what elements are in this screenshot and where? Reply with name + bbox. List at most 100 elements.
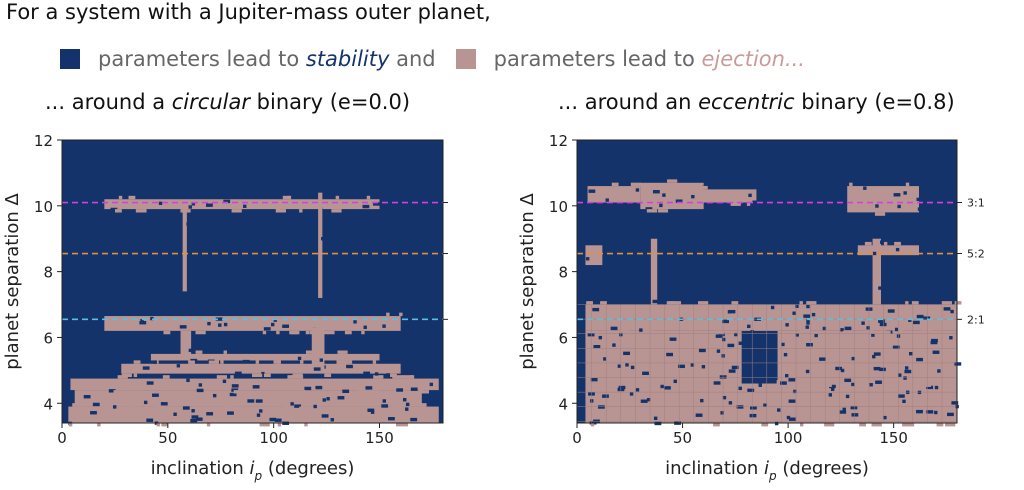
stable-cell [720, 411, 724, 415]
legend-stable-emph: stability [305, 47, 390, 71]
stable-cell [367, 408, 375, 412]
ejection-cell [849, 182, 853, 187]
stable-cell [835, 366, 843, 371]
stable-cell [916, 314, 924, 319]
stable-cell [321, 414, 329, 418]
stable-cell [642, 371, 649, 376]
ejection-cell [322, 330, 329, 335]
stable-cell [863, 186, 867, 190]
ejection-cell [282, 195, 290, 200]
stable-cell [727, 343, 735, 348]
stable-cell [912, 320, 920, 325]
ejection-cell [630, 182, 642, 187]
y-tick-label: 8 [43, 264, 53, 282]
stable-cell [222, 379, 227, 384]
stable-cell [243, 204, 247, 208]
stable-cell [261, 371, 265, 376]
ejection-cell [392, 406, 403, 410]
stable-cell [182, 406, 190, 410]
ejection-cell [936, 423, 944, 427]
stable-cell [139, 320, 147, 325]
stable-cell [429, 382, 433, 387]
ejection-cell [842, 330, 847, 335]
legend-eject-swatch [455, 49, 476, 69]
ejection-cell [114, 209, 122, 213]
ejection-cell [291, 330, 298, 335]
stable-cell [108, 389, 116, 393]
stable-cell [662, 193, 666, 197]
stable-cell [618, 385, 626, 390]
ejection-region [318, 192, 323, 298]
panel-title-pre: ... around an [558, 90, 699, 114]
panel-title-emph: eccentric [698, 90, 795, 114]
ejection-cell [162, 375, 170, 379]
stable-cell [223, 199, 231, 204]
stable-cell [669, 337, 677, 341]
ejection-region [121, 363, 401, 374]
stable-cell [218, 323, 222, 327]
stable-cell [878, 286, 882, 290]
stable-cell [851, 413, 859, 417]
stable-cell [872, 354, 876, 359]
ejection-region [182, 209, 187, 292]
panel-title-post: binary (e=0.0) [249, 90, 411, 114]
stable-cell [666, 352, 674, 357]
ejection-cell [646, 209, 658, 213]
stable-cell [370, 410, 375, 414]
stable-cell [326, 397, 330, 401]
stable-cell [908, 351, 913, 356]
ejection-region [68, 406, 439, 423]
ejection-cell [231, 209, 242, 213]
stable-cell [869, 383, 873, 387]
ejection-cell [824, 423, 835, 427]
stable-cell [908, 318, 912, 322]
resonance-label: 3:1 [967, 197, 985, 210]
ejection-cell [188, 360, 195, 364]
stable-cell [273, 318, 277, 322]
ejection-region [777, 330, 957, 384]
panel-title-pre: ... around a [45, 90, 172, 114]
stable-cell [792, 311, 796, 315]
stable-cell [731, 365, 739, 370]
stable-cell [297, 356, 302, 361]
stable-cell [196, 388, 204, 393]
ejection-cell [723, 383, 727, 387]
ejection-cell [208, 360, 219, 364]
ejection-cell [128, 195, 136, 200]
x-tick-label: 150 [365, 429, 394, 447]
stable-cell [678, 364, 685, 369]
stable-cell [337, 396, 345, 400]
ejection-cell [911, 301, 919, 305]
ejection-cell [698, 301, 709, 305]
stable-cell [315, 385, 323, 390]
stable-cell [916, 197, 920, 202]
ejection-cell [727, 383, 739, 387]
stable-cell [112, 405, 117, 409]
stable-cell [255, 399, 263, 403]
stable-cell [851, 356, 855, 361]
y-tick-label: 4 [558, 395, 568, 413]
stable-cell [191, 409, 195, 413]
y-tick-label: 10 [549, 198, 568, 216]
ejection-cell [902, 423, 906, 427]
ejection-cell [392, 375, 403, 379]
stable-cell [786, 415, 791, 420]
stable-cell [896, 334, 901, 338]
stable-cell [639, 328, 643, 332]
stable-cell [851, 382, 855, 387]
stable-cell [142, 366, 150, 370]
stable-cell [158, 201, 163, 206]
stable-cell [652, 190, 660, 194]
stable-cell [840, 368, 845, 373]
stable-cell [878, 319, 885, 323]
ejection-region [180, 330, 192, 358]
stable-cell [593, 344, 601, 349]
ejection-cell [399, 312, 403, 317]
ejection-cell [731, 301, 739, 305]
stable-cell [146, 418, 154, 422]
stable-cell [749, 413, 757, 418]
stable-cell [806, 304, 810, 309]
stable-cell [215, 317, 223, 321]
stable-cell [603, 357, 607, 361]
stable-cell [646, 397, 651, 402]
